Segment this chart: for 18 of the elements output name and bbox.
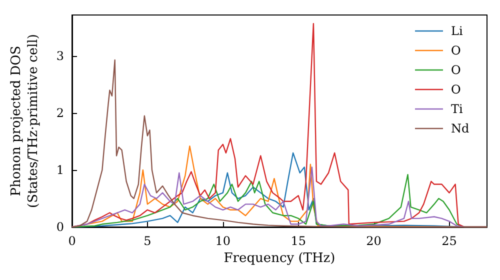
legend-label: O [451, 63, 461, 77]
y-tick-label: 3 [56, 49, 64, 64]
legend-label: Nd [451, 122, 470, 136]
x-tick-label: 0 [68, 234, 76, 248]
legend-label: O [451, 44, 461, 58]
y-tick-label: 2 [56, 106, 64, 120]
x-axis-title: Frequency (THz) [224, 250, 336, 266]
legend-label: O [451, 82, 461, 96]
legend-label: Ti [451, 102, 464, 116]
x-tick-label: 20 [366, 234, 382, 248]
x-tick-label: 5 [144, 234, 152, 248]
y-tick-label: 1 [56, 163, 64, 178]
y-tick-label: 0 [56, 220, 64, 234]
legend-label: Li [451, 24, 463, 38]
x-tick-label: 10 [215, 234, 231, 248]
x-tick-label: 15 [290, 234, 306, 248]
x-tick-label: 25 [442, 234, 457, 248]
y-axis-title: Phonon projected DOS (States/THz·primitive cell) [9, 34, 41, 208]
